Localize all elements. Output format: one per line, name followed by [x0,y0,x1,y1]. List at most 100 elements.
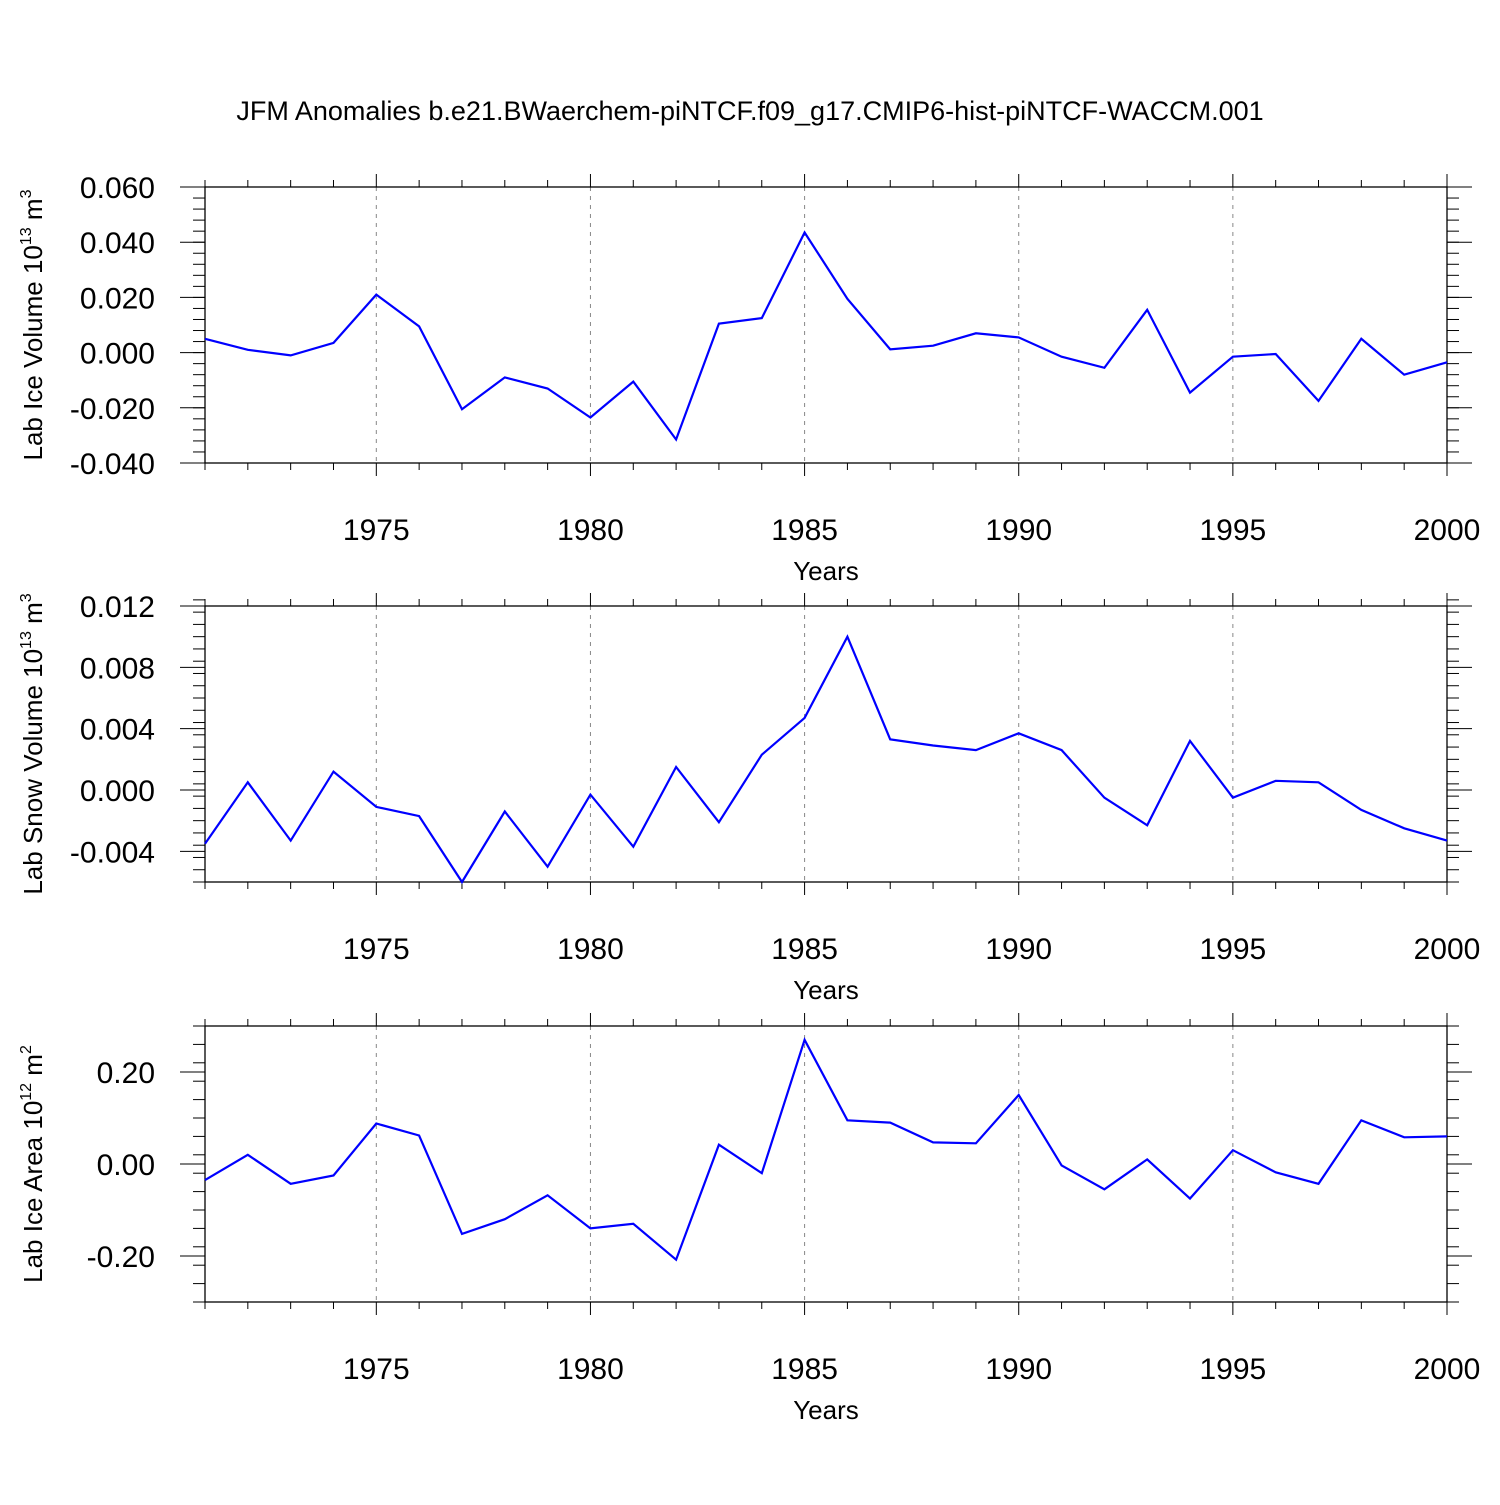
y-tick-label: 0.020 [80,282,155,315]
data-point [932,1141,934,1143]
y-axis-label-part: m [18,602,48,631]
y-axis-label-part: Lab Snow Volume 10 [18,649,48,895]
x-tick-label: 1980 [557,1353,624,1386]
y-tick-label: 0.000 [80,775,155,808]
data-point [632,846,634,848]
data-series-line [204,230,1448,442]
data-point [1446,840,1448,842]
data-point [1146,309,1148,311]
data-series-line [204,634,1448,885]
figure-title: JFM Anomalies b.e21.BWaerchem-piNTCF.f09… [236,96,1264,126]
data-point [332,342,334,344]
x-axis-label: Years [793,556,859,586]
y-tick-label: -0.040 [70,448,155,481]
data-point [1061,749,1063,751]
data-point [1061,1164,1063,1166]
data-point [675,1259,677,1261]
data-point [846,636,848,638]
data-point [1403,374,1405,376]
data-point [1061,356,1063,358]
data-point [632,381,634,383]
data-point [889,348,891,350]
data-point [1189,392,1191,394]
x-tick-label: 1995 [1199,514,1266,547]
data-point [204,843,206,845]
data-point [1275,780,1277,782]
x-tick-label: 1990 [985,514,1052,547]
y-axis-label-part: m [18,198,48,227]
y-axis-label: Lab Ice Volume 1013 m3 [18,189,48,460]
x-tick-label: 1990 [985,933,1052,966]
chart-panel-3: 0.20 0.00 -0.20 1975 1980 1985 1990 1995 2000 Yea… [18,1013,1480,1425]
data-point [718,323,720,325]
y-axis-label-superscript: 13 [18,227,35,245]
data-point [461,1233,463,1235]
y-tick-label: 0.060 [80,172,155,205]
data-point [1360,809,1362,811]
y-tick-label: 0.00 [97,1149,155,1182]
data-point [461,408,463,410]
data-point [418,815,420,817]
data-point [975,1142,977,1144]
data-point [1232,356,1234,358]
x-tick-label: 1985 [771,514,838,547]
data-point [332,771,334,773]
data-point [461,881,463,883]
data-point [804,232,806,234]
data-point [889,738,891,740]
data-point [675,766,677,768]
data-point [1146,1158,1148,1160]
data-point [589,1227,591,1229]
data-point [1318,1183,1320,1185]
chart-panel-1: 0.060 0.040 0.020 0.000 -0.020 -0.040 1975 1980… [18,172,1480,586]
data-point [547,387,549,389]
x-axis-label: Years [793,975,859,1005]
data-point [1018,336,1020,338]
y-tick-label: 0.012 [80,591,155,624]
x-tick-label: 1980 [557,514,624,547]
y-axis-label-superscript: 12 [18,1083,35,1101]
data-point [204,1179,206,1181]
data-point [204,338,206,340]
data-point [932,745,934,747]
y-axis-label: Lab Ice Area 1012 m2 [18,1045,48,1283]
data-point [247,781,249,783]
y-axis-label-superscript: 13 [18,631,35,649]
data-point [1103,367,1105,369]
y-axis-label-superscript: 3 [18,593,35,602]
x-tick-label: 1995 [1199,933,1266,966]
y-tick-label: 0.040 [80,227,155,260]
data-point [247,1154,249,1156]
y-tick-label: -0.20 [87,1241,155,1274]
data-point [1146,824,1148,826]
x-tick-label: 1995 [1199,1353,1266,1386]
data-point [504,376,506,378]
data-point [1018,732,1020,734]
data-point [761,754,763,756]
data-point [975,332,977,334]
data-point [1446,361,1448,363]
y-tick-label: 0.000 [80,338,155,371]
y-tick-label: -0.004 [70,836,155,869]
data-series-line [204,1036,1448,1262]
data-point [718,1144,720,1146]
data-point [804,1039,806,1041]
data-point [589,794,591,796]
y-axis-label-part: m [18,1054,48,1083]
data-point [290,1183,292,1185]
data-point [418,325,420,327]
data-point [1403,1136,1405,1138]
plot-frame [204,605,1448,883]
data-point [290,354,292,356]
y-axis-label-part: Lab Ice Volume 10 [18,245,48,460]
data-point [1275,353,1277,355]
data-point [247,349,249,351]
x-tick-label: 2000 [1414,933,1481,966]
data-point [1403,827,1405,829]
data-point [1318,781,1320,783]
x-tick-label: 1990 [985,1353,1052,1386]
data-point [1446,1135,1448,1137]
data-point [504,810,506,812]
data-point [1318,400,1320,402]
